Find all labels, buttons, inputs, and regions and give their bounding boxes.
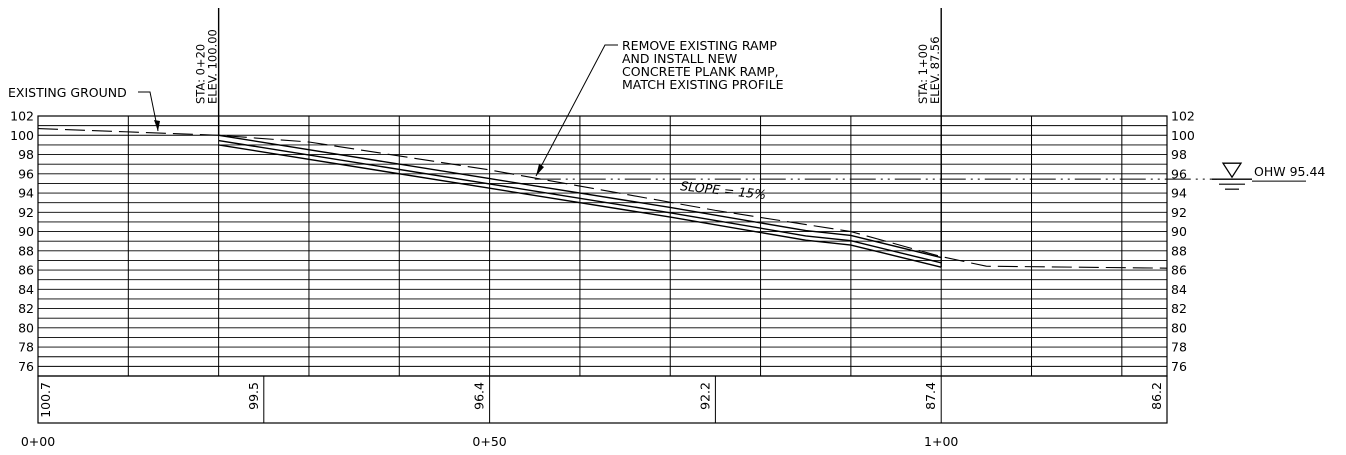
elev-tick-label-right: 92 <box>1171 205 1187 220</box>
ramp-line <box>218 144 942 268</box>
elev-tick-label-left: 78 <box>18 340 34 355</box>
table-elev-value: 100.7 <box>38 382 53 418</box>
elev-tick-label-right: 90 <box>1171 224 1187 239</box>
elev-tick-label-left: 88 <box>18 243 34 258</box>
remove-ramp-leader <box>535 44 618 177</box>
existing-ground-callout: EXISTING GROUND <box>8 85 127 100</box>
elev-tick-label-left: 86 <box>18 263 34 278</box>
existing-ground-arrow <box>154 120 160 131</box>
elev-tick-label-right: 100 <box>1171 128 1195 143</box>
elev-tick-label-left: 90 <box>18 224 34 239</box>
elev-tick-label-right: 88 <box>1171 243 1187 258</box>
table-elev-value: 87.4 <box>923 382 938 410</box>
ramp-line <box>218 139 942 264</box>
table-elev-value: 86.2 <box>1149 382 1164 410</box>
station-label: 1+00 <box>924 434 958 449</box>
existing-ground-leader <box>138 91 159 132</box>
elev-tick-label-right: 78 <box>1171 340 1187 355</box>
station-label: 0+50 <box>472 434 506 449</box>
elev-tick-label-left: 84 <box>18 282 34 297</box>
elev-tick-label-left: 96 <box>18 166 34 181</box>
existing-ground-line <box>37 127 1168 269</box>
profile-grid: 102 102 100 100 98 98 96 96 94 94 92 92 90 90 88 88 86 86… <box>10 109 1195 377</box>
elev-tick-label-left: 80 <box>18 320 34 335</box>
elev-tick-label-left: 92 <box>18 205 34 220</box>
table-frame <box>37 375 1168 424</box>
elev-tick-label-left: 94 <box>18 186 34 201</box>
elev-tick-label-right: 94 <box>1171 186 1187 201</box>
elev-tick-label-right: 86 <box>1171 263 1187 278</box>
elev-tick-label-right: 82 <box>1171 301 1187 316</box>
elev-tick-label-right: 102 <box>1171 109 1195 124</box>
ramp-line <box>218 134 942 259</box>
elev-tick-label-right: 98 <box>1171 147 1187 162</box>
elev-tick-label-left: 98 <box>18 147 34 162</box>
station-marker-label: STA: 1+00 <box>916 44 930 104</box>
station-marker-label: ELEV. 100.00 <box>206 29 220 104</box>
station-marker-label: STA: 0+20 <box>194 44 208 104</box>
remove-ramp-callout: CONCRETE PLANK RAMP, <box>622 64 779 79</box>
elev-tick-label-right: 80 <box>1171 320 1187 335</box>
table-elev-value: 99.5 <box>246 382 261 410</box>
remove-ramp-callout: MATCH EXISTING PROFILE <box>622 77 784 92</box>
table-elev-value: 92.2 <box>697 382 712 410</box>
station-label: 0+00 <box>21 434 55 449</box>
remove-ramp-arrow <box>536 164 544 176</box>
grid-frame <box>37 115 1168 377</box>
elev-tick-label-right: 76 <box>1171 359 1187 374</box>
ohw-label: OHW 95.44 <box>1254 164 1325 179</box>
slope-label: SLOPE = 15% <box>680 178 767 202</box>
elev-tick-label-left: 102 <box>10 109 34 124</box>
elev-tick-label-right: 96 <box>1171 166 1187 181</box>
elev-tick-label-left: 76 <box>18 359 34 374</box>
elev-tick-label-left: 82 <box>18 301 34 316</box>
elevation-table: 100.7 99.5 96.4 92.2 87.4 86.2 0+00 0+50 1+00 <box>21 375 1168 449</box>
elev-tick-label-left: 100 <box>10 128 34 143</box>
elev-tick-label-right: 84 <box>1171 282 1187 297</box>
water-level-icon <box>1221 162 1243 179</box>
remove-ramp-callout: AND INSTALL NEW <box>622 51 737 66</box>
remove-ramp-callout: REMOVE EXISTING RAMP <box>622 38 777 53</box>
station-marker-label: ELEV. 87.56 <box>928 36 942 104</box>
profile-lines <box>37 127 1217 269</box>
table-elev-value: 96.4 <box>472 382 487 410</box>
